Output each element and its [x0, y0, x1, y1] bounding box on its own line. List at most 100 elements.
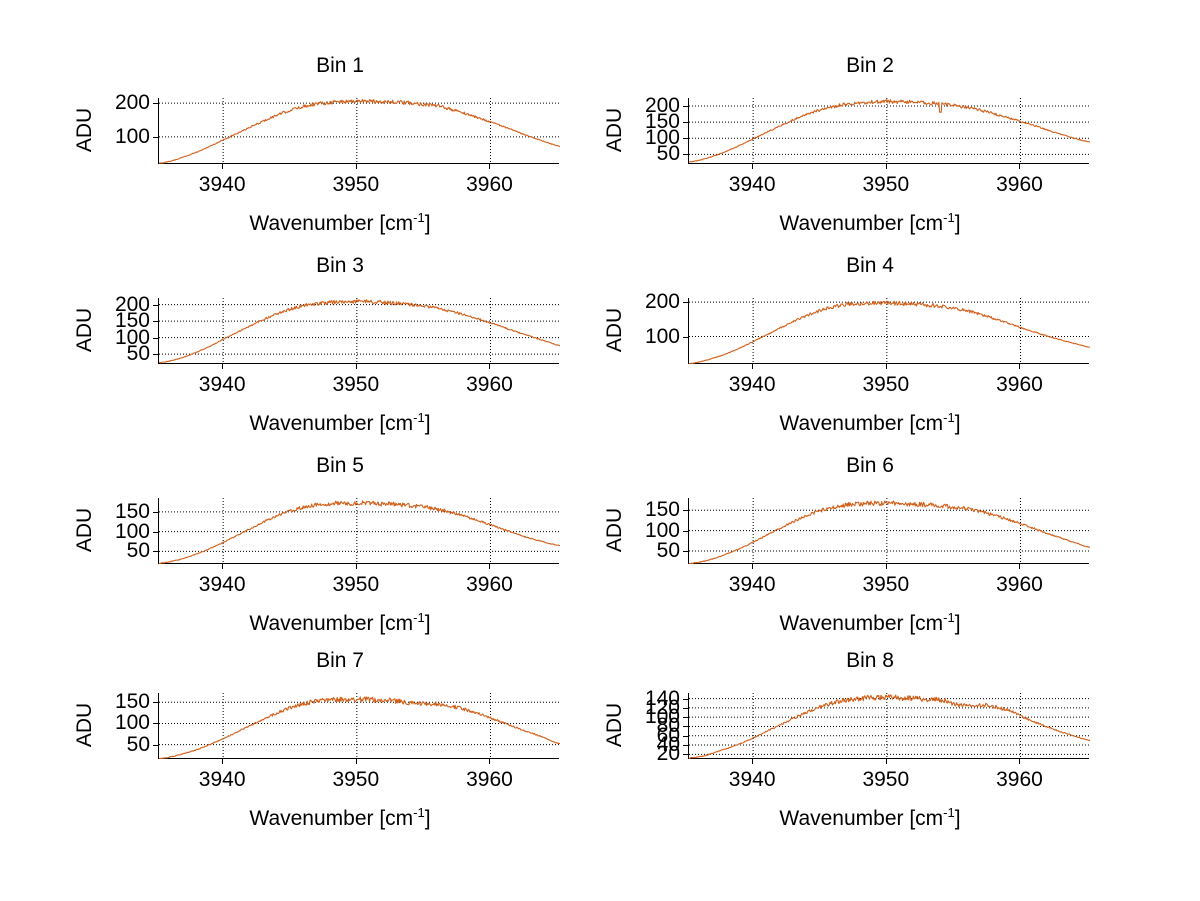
x-axis-label-exponent: -1 — [413, 210, 425, 225]
x-axis-label-text: Wavenumber [cm — [249, 412, 414, 435]
x-axis-label-exponent: -1 — [943, 805, 955, 820]
y-tick-mark — [683, 138, 688, 140]
x-tick-mark — [885, 364, 887, 369]
subplot-panel-2: Bin 2 ADU 50 100 150 200 3940 3950 3960 Wavenumbe… — [603, 48, 1125, 243]
y-tick-mark — [153, 531, 158, 533]
x-tick-mark — [752, 364, 754, 369]
x-axis-label-exponent: -1 — [943, 210, 955, 225]
y-tick-mark — [683, 302, 688, 304]
panel-title: Bin 5 — [316, 454, 364, 477]
y-tick-mark — [683, 154, 688, 156]
y-tick-mark — [683, 122, 688, 124]
x-axis-label: Wavenumber [cm-1] — [615, 611, 1125, 636]
panel-title: Bin 1 — [316, 54, 364, 77]
x-axis-label: Wavenumber [cm-1] — [615, 805, 1125, 831]
y-tick-mark — [153, 702, 158, 704]
y-tick-label: 150 — [114, 499, 150, 523]
y-tick-mark — [683, 707, 688, 709]
x-tick-label: 3960 — [996, 573, 1043, 596]
panel-title: Bin 2 — [846, 54, 894, 77]
y-tick-label: 150 — [644, 498, 680, 522]
x-tick-label: 3960 — [996, 173, 1043, 196]
y-tick-mark — [153, 511, 158, 513]
x-tick-label: 3940 — [198, 768, 246, 791]
x-tick-label: 3940 — [728, 573, 776, 596]
x-tick-label: 3940 — [728, 373, 776, 396]
y-tick-label: 100 — [644, 705, 680, 729]
panel-title: Bin 7 — [316, 649, 364, 672]
x-tick-mark — [885, 164, 887, 169]
x-tick-mark — [489, 564, 491, 569]
y-tick-mark — [683, 717, 688, 719]
y-tick-mark — [683, 106, 688, 108]
x-tick-mark — [1019, 564, 1021, 569]
x-tick-label: 3960 — [466, 373, 513, 396]
spectrum-line — [689, 300, 1090, 364]
plot-area — [158, 298, 560, 364]
x-tick-mark — [355, 759, 357, 764]
subplot-panel-8: Bin 8 ADU 20 40 60 80 100 120 140 3940 3950 3960 Wav… — [603, 643, 1125, 838]
x-tick-label: 3950 — [862, 768, 910, 791]
y-tick-mark — [683, 726, 688, 728]
plot-area — [688, 498, 1090, 564]
x-axis-label-exponent: -1 — [413, 410, 425, 425]
spectrum-plot — [159, 98, 560, 164]
y-tick-mark — [153, 304, 158, 306]
y-tick-mark — [153, 321, 158, 323]
y-tick-label: 150 — [114, 690, 150, 714]
x-tick-label: 3950 — [862, 173, 910, 196]
y-tick-mark — [683, 735, 688, 737]
x-axis-label-text: Wavenumber [cm — [779, 807, 944, 830]
spectrum-line — [159, 299, 560, 364]
y-tick-label: 50 — [656, 142, 680, 166]
subplot-panel-3: Bin 3 ADU 50 100 150 200 3940 3950 3960 Wavenumbe… — [73, 248, 595, 443]
y-tick-label: 100 — [644, 126, 680, 150]
subplot-panel-7: Bin 7 ADU 50 100 150 3940 3950 3960 Wavenumber [… — [73, 643, 595, 838]
spectrum-line — [689, 99, 1090, 163]
panel-title: Bin 6 — [846, 454, 894, 477]
y-tick-label: 150 — [114, 309, 150, 333]
y-tick-mark — [153, 103, 158, 105]
y-tick-label: 50 — [126, 732, 150, 756]
x-tick-label: 3950 — [332, 573, 380, 596]
x-tick-mark — [885, 759, 887, 764]
y-tick-label: 80 — [656, 714, 680, 738]
y-tick-mark — [153, 354, 158, 356]
y-tick-label: 50 — [126, 539, 150, 563]
y-tick-label: 200 — [114, 292, 150, 316]
subplot-panel-4: Bin 4 ADU 100 200 3940 3950 3960 Wavenumber [cm… — [603, 248, 1125, 443]
x-axis-label-suffix: ] — [954, 212, 961, 235]
spectrum-line — [159, 696, 560, 759]
y-tick-mark — [683, 530, 688, 532]
x-axis-label-suffix: ] — [954, 612, 961, 635]
spectrum-plot — [159, 298, 560, 364]
x-axis-label-text: Wavenumber [cm — [249, 807, 414, 830]
x-tick-mark — [752, 759, 754, 764]
y-tick-label: 100 — [644, 324, 680, 348]
x-tick-mark — [489, 164, 491, 169]
x-tick-label: 3940 — [728, 768, 776, 791]
y-tick-label: 20 — [656, 742, 680, 766]
plot-area — [688, 693, 1090, 759]
x-axis-label: Wavenumber [cm-1] — [615, 210, 1125, 236]
spectrum-line — [159, 500, 560, 564]
panel-title: Bin 3 — [316, 254, 364, 277]
y-tick-label: 40 — [656, 733, 680, 757]
y-tick-label: 50 — [656, 538, 680, 562]
y-tick-label: 200 — [644, 94, 680, 118]
panel-title: Bin 4 — [846, 254, 894, 277]
y-tick-label: 100 — [114, 325, 150, 349]
x-axis-label-text: Wavenumber [cm — [249, 612, 414, 635]
spectrum-plot — [689, 98, 1090, 164]
x-tick-mark — [355, 564, 357, 569]
y-tick-mark — [683, 698, 688, 700]
y-tick-label: 60 — [656, 723, 680, 747]
plot-area — [158, 693, 560, 759]
x-tick-label: 3960 — [466, 173, 513, 196]
x-tick-mark — [222, 564, 224, 569]
x-tick-mark — [885, 564, 887, 569]
plot-area — [688, 298, 1090, 364]
x-tick-label: 3940 — [198, 173, 246, 196]
x-axis-label-suffix: ] — [424, 412, 431, 435]
